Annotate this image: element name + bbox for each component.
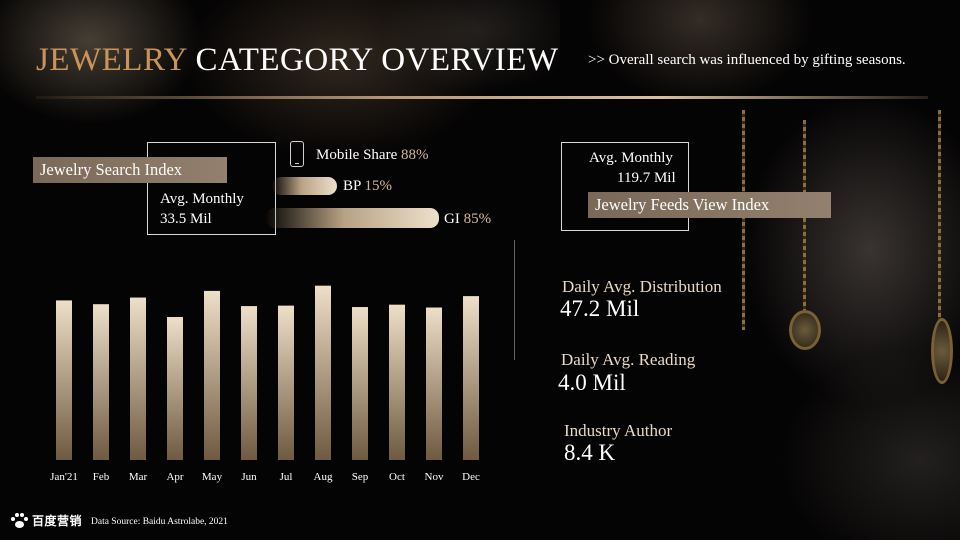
- x-tick-label: Jan'21: [50, 471, 78, 483]
- background-jewelry-photo: [540, 0, 960, 540]
- mobile-share-pct: 88%: [400, 147, 429, 163]
- x-tick-label: May: [202, 471, 223, 483]
- reading-value: 4.0 Mil: [558, 370, 626, 395]
- x-tick-label: Apr: [166, 471, 183, 483]
- paw-icon: [10, 512, 28, 529]
- bar-oct: [389, 304, 405, 460]
- bar-aug: [315, 285, 331, 460]
- bar-mar: [130, 297, 146, 460]
- bar-jun: [241, 306, 257, 460]
- bar-jul: [278, 305, 294, 460]
- author-label: Industry Author: [564, 421, 673, 440]
- x-tick-label: Jun: [241, 471, 257, 483]
- x-tick-label: Oct: [389, 471, 405, 483]
- page-title-accent: JEWELRY: [36, 42, 187, 78]
- distribution-label: Daily Avg. Distribution: [562, 277, 722, 296]
- title-divider: [36, 96, 928, 99]
- baidu-logo: 百度营销: [10, 512, 82, 529]
- author-value: 8.4 K: [564, 440, 616, 465]
- gi-share: GI 85%: [444, 211, 491, 228]
- bp-pct: 15%: [364, 178, 393, 194]
- feeds-avg-box: [561, 142, 689, 231]
- search-index-bar-chart: Jan'21 Feb Mar Apr May Jun Jul Aug Sep Oct Nov Dec: [50, 285, 480, 483]
- bar-feb: [93, 304, 109, 460]
- search-avg-value: 33.5 Mil: [160, 211, 212, 227]
- section-divider: [514, 240, 515, 360]
- pendant-decoration: [789, 310, 821, 350]
- mobile-phone-icon: [290, 141, 304, 167]
- bar-sep: [352, 307, 368, 460]
- bp-share: BP 15%: [343, 178, 392, 195]
- distribution-value: 47.2 Mil: [560, 296, 640, 321]
- x-tick-label: Sep: [352, 471, 369, 483]
- x-tick-label: Jul: [280, 471, 293, 483]
- bar-apr: [167, 317, 183, 460]
- mobile-share-label: Mobile Share: [316, 147, 398, 163]
- x-tick-label: Aug: [314, 471, 333, 483]
- gi-label: GI: [444, 211, 460, 227]
- page-title: JEWELRY CATEGORY OVERVIEW: [36, 42, 559, 79]
- reading-label: Daily Avg. Reading: [561, 350, 696, 369]
- bar-group: [56, 285, 479, 460]
- feeds-avg-value: 119.7 Mil: [617, 170, 676, 186]
- feeds-avg-label: Avg. Monthly: [589, 150, 673, 166]
- x-tick-label: Mar: [129, 471, 148, 483]
- bar-may: [204, 290, 220, 460]
- mobile-share: Mobile Share 88%: [316, 147, 428, 164]
- x-tick-label: Feb: [93, 471, 110, 483]
- logo-text: 百度营销: [32, 514, 83, 528]
- pendant-decoration: [931, 318, 953, 384]
- page-subtitle: >> Overall search was influenced by gift…: [588, 52, 906, 68]
- necklace-chain-decoration: [938, 110, 941, 320]
- gi-pct: 85%: [463, 211, 492, 227]
- x-tick-label: Nov: [425, 471, 444, 483]
- background-glow-left: [0, 0, 560, 280]
- bar-jan21: [56, 300, 72, 460]
- bar-dec: [463, 296, 479, 460]
- page-title-rest: CATEGORY OVERVIEW: [186, 42, 559, 78]
- necklace-chain-decoration: [742, 110, 745, 330]
- gi-share-bar: [266, 208, 439, 228]
- bp-label: BP: [343, 178, 361, 194]
- bar-nov: [426, 307, 442, 460]
- x-tick-label: Dec: [462, 471, 480, 483]
- data-source: Data Source: Baidu Astrolabe, 2021: [91, 517, 228, 527]
- x-axis-labels: Jan'21 Feb Mar Apr May Jun Jul Aug Sep Oct Nov Dec: [50, 471, 480, 483]
- bp-share-bar: [272, 177, 337, 195]
- feeds-index-label: Jewelry Feeds View Index: [588, 192, 831, 218]
- search-index-label: Jewelry Search Index: [33, 157, 227, 183]
- search-avg-label: Avg. Monthly: [160, 191, 244, 207]
